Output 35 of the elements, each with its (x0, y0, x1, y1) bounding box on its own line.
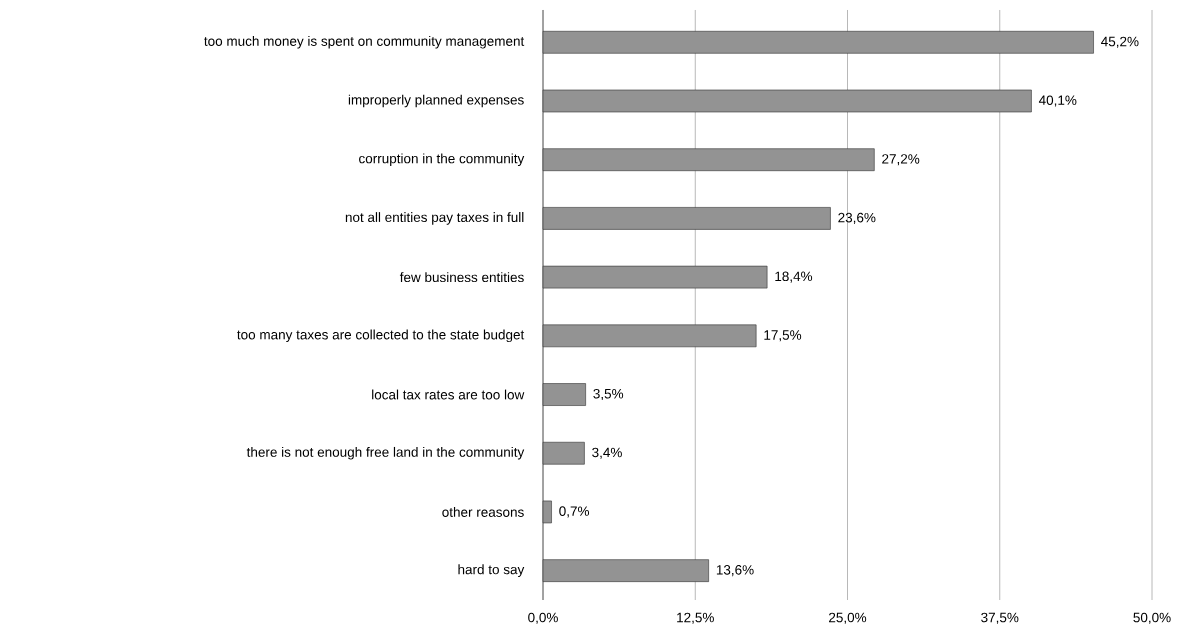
y-tick-label: local tax rates are too low (372, 389, 525, 400)
bar (542, 383, 586, 406)
bar (542, 500, 552, 524)
bar (542, 559, 709, 582)
data-label: 40,1% (1038, 95, 1077, 107)
bar (542, 89, 1032, 113)
data-label: 18,4% (775, 271, 813, 283)
x-tick-label: 0,0% (528, 612, 558, 624)
bar (542, 441, 585, 465)
y-tick-label: not all entities pay taxes in full (345, 212, 524, 225)
y-tick-label: improperly planned expenses (348, 94, 524, 108)
data-label: 3,4% (592, 447, 622, 459)
y-tick-label: corruption in the community (359, 153, 525, 166)
x-tick-label: 50,0% (1133, 612, 1171, 624)
x-tick-label: 37,5% (981, 612, 1019, 624)
data-label: 3,5% (593, 388, 624, 401)
bar (542, 207, 831, 230)
bar (542, 324, 757, 348)
y-tick-label: too many taxes are collected to the state budget (237, 329, 525, 343)
bar (542, 265, 768, 289)
x-tick-label: 12,5% (677, 612, 714, 624)
y-tick-label: few business entities (399, 272, 524, 283)
y-tick-label: other reasons (442, 506, 524, 517)
data-label: 13,6% (716, 565, 754, 577)
y-tick-label: there is not enough free land in the community (246, 446, 525, 460)
y-tick-label: too much money is spent on community management (204, 35, 525, 49)
x-tick-label: 25,0% (829, 612, 867, 624)
data-label: 45,2% (1101, 36, 1139, 48)
data-label: 17,5% (764, 330, 802, 342)
data-label: 0,7% (559, 506, 590, 518)
bar (542, 148, 875, 171)
y-tick-label: hard to say (458, 564, 525, 577)
data-label: 23,6% (838, 212, 876, 224)
data-label: 27,2% (882, 154, 920, 166)
bar (542, 30, 1094, 54)
